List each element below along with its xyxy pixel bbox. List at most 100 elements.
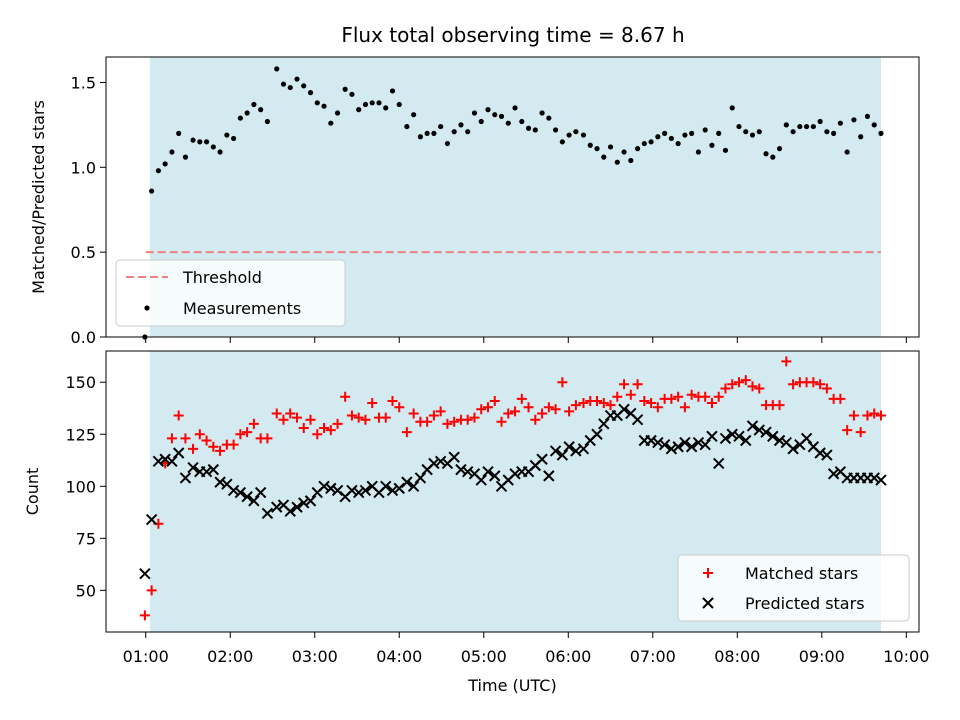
predicted-star-point: [713, 457, 725, 470]
predicted-star-point: [214, 476, 226, 488]
matched-star-point: [353, 412, 364, 423]
predicted-star-point: [814, 447, 826, 459]
measurement-point: [607, 144, 614, 150]
predicted-star-point: [352, 486, 365, 499]
measurement-point: [675, 140, 681, 147]
measurement-point: [851, 117, 857, 123]
measurement-point: [328, 120, 334, 126]
predicted-star-point: [359, 484, 372, 497]
predicted-star-point: [652, 436, 664, 449]
predicted-star-point: [556, 449, 569, 461]
measurement-point: [587, 142, 593, 148]
measurement-point: [831, 130, 837, 136]
predicted-star-point: [740, 434, 752, 447]
predicted-star-point: [706, 430, 718, 443]
predicted-star-point: [509, 468, 521, 480]
matched-star-point: [146, 585, 157, 596]
measurement-point: [668, 135, 674, 142]
measurement-point: [871, 122, 877, 128]
predicted-star-point: [254, 486, 267, 499]
ratio-legend: Threshold Measurements: [115, 259, 346, 327]
matched-star-point: [496, 416, 507, 427]
matched-star-point: [835, 393, 846, 404]
ratio-y-tick-label: 1.5: [71, 73, 96, 92]
count-points: [139, 356, 887, 621]
matched-star-point: [401, 427, 412, 438]
measurement-point: [424, 130, 430, 136]
measurement-point: [383, 105, 389, 111]
measurement-point: [628, 157, 634, 164]
matched-legend-label: Matched stars: [745, 564, 858, 583]
x-tick-label: 10:00: [883, 647, 929, 666]
measurement-point: [776, 146, 783, 152]
matched-star-point: [774, 400, 785, 411]
matched-star-point: [271, 408, 282, 419]
matched-star-point: [242, 427, 253, 438]
ratio-y-tick-label: 0.0: [71, 328, 96, 347]
matched-star-point: [733, 377, 744, 388]
measurement-point: [783, 122, 789, 128]
predicted-star-point: [685, 441, 698, 453]
matched-star-point: [666, 393, 677, 404]
ratio-y-axis-label: Matched/Predicted stars: [29, 100, 48, 294]
matched-star-point: [713, 391, 724, 402]
predicted-star-point: [672, 441, 684, 453]
matched-star-point: [139, 610, 150, 621]
measurement-point: [465, 129, 471, 135]
measurement-point: [844, 149, 850, 155]
measurement-point: [231, 135, 237, 142]
measurement-point: [824, 129, 830, 135]
measurement-point: [362, 101, 369, 108]
predicted-star-point: [462, 466, 474, 478]
predicted-star-point: [284, 505, 296, 517]
measurement-point: [321, 103, 327, 109]
measurement-point: [203, 139, 210, 145]
measurement-point: [601, 154, 607, 160]
measurement-point: [695, 149, 702, 155]
measurement-point: [224, 132, 230, 138]
predicted-star-point: [179, 472, 192, 484]
x-tick-label: 05:00: [461, 647, 507, 666]
matched-star-point: [625, 389, 636, 400]
measurement-point: [505, 120, 511, 126]
measurement-point: [431, 130, 437, 136]
predicted-star-point: [200, 466, 213, 478]
matched-star-point: [639, 395, 650, 406]
x-tick-label: 09:00: [799, 647, 845, 666]
matched-star-point: [543, 402, 554, 413]
matched-star-point: [550, 404, 561, 415]
measurement-point: [190, 137, 196, 143]
predicted-star-point: [699, 438, 711, 451]
matched-star-point: [435, 406, 446, 417]
predicted-star-point: [428, 457, 440, 470]
predicted-star-point: [475, 474, 487, 486]
predicted-star-point: [733, 430, 745, 443]
matched-star-point: [754, 383, 765, 394]
predicted-star-point: [291, 501, 303, 513]
matched-star-point: [700, 391, 711, 402]
measurement-point: [258, 107, 264, 113]
matched-star-point: [235, 429, 246, 440]
measurement-point: [512, 105, 518, 111]
matched-star-point: [815, 379, 826, 390]
matched-star-point: [248, 418, 259, 429]
x-tick-label: 07:00: [630, 647, 676, 666]
measurement-point: [790, 129, 796, 135]
predicted-star-point: [563, 441, 575, 453]
predicted-star-point: [767, 430, 779, 443]
matched-star-point: [537, 408, 548, 419]
measurement-point: [858, 134, 864, 140]
matched-star-point: [319, 423, 330, 434]
measurement-point: [634, 146, 641, 152]
predicted-star-point: [618, 403, 630, 415]
measurement-point: [162, 161, 168, 167]
measurement-point: [404, 123, 410, 130]
measurement-point: [682, 132, 688, 138]
ratio-y-tick-label: 1.0: [71, 158, 96, 177]
x-tick-label: 01:00: [123, 647, 169, 666]
predicted-star-point: [726, 428, 738, 440]
measurement-point: [155, 168, 161, 174]
predicted-star-point: [631, 413, 644, 426]
count-y-tick-label: 125: [65, 425, 96, 444]
matched-star-point: [706, 398, 717, 409]
